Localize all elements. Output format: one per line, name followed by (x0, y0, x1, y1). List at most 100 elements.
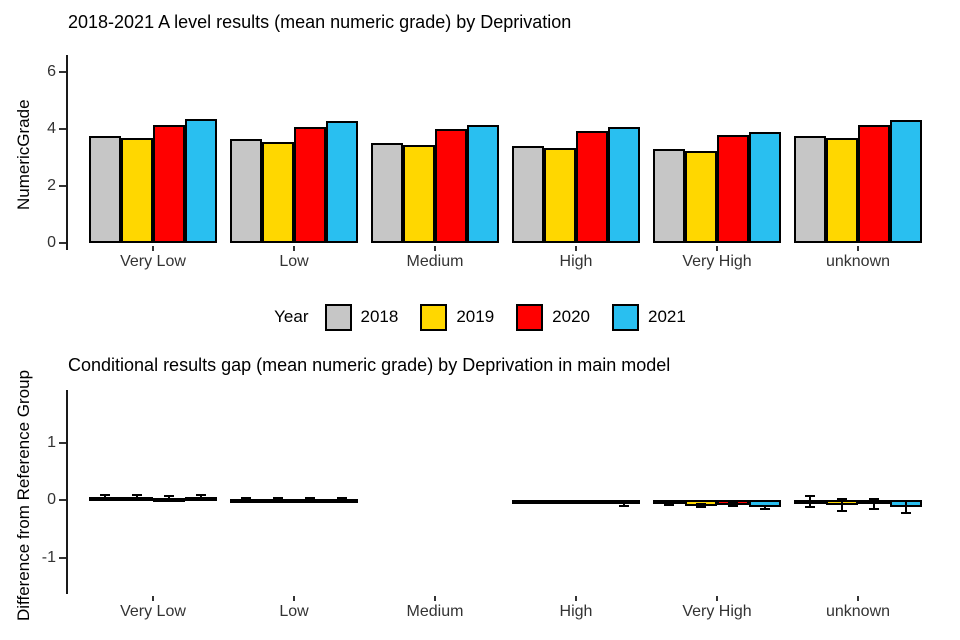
bar-2021-unknown (890, 120, 922, 243)
top-chart-title: 2018-2021 A level results (mean numeric … (68, 12, 572, 32)
bar-2019-very-low (121, 138, 153, 243)
legend-entry-2020: 2020 (516, 303, 590, 331)
bar-2018-low (230, 138, 262, 243)
error-bar (623, 502, 625, 506)
bar-2021-low (326, 121, 358, 243)
bar-2019-high (544, 148, 576, 243)
error-bar-cap (619, 501, 629, 504)
error-bar-cap (273, 499, 283, 501)
error-bar (873, 498, 875, 510)
error-bar-cap (273, 496, 283, 499)
error-bar-cap (196, 493, 206, 496)
y-axis-line (66, 390, 68, 594)
x-category-label: High (559, 603, 593, 620)
x-tick (434, 246, 436, 251)
error-bar (104, 495, 106, 499)
bar-2018-very-low (89, 136, 121, 243)
bar-2019-medium (403, 144, 435, 243)
error-bar-cap (132, 494, 142, 497)
bar-2021-very-high (749, 132, 781, 243)
error-bar-cap (305, 496, 315, 499)
error-bar (764, 505, 766, 510)
x-tick (575, 596, 577, 601)
x-category-label: Medium (406, 603, 464, 620)
error-bar-cap (337, 496, 347, 499)
top-y-axis-label: NumericGrade (14, 99, 33, 210)
error-bar-cap (305, 499, 315, 501)
legend-entry-2018: 2018 (324, 303, 398, 331)
bar-2020-high (576, 130, 608, 243)
bar-2020-very-low (153, 125, 185, 243)
legend: Year 2018 2019 2020 2021 (0, 300, 960, 334)
error-bar-cap (664, 500, 674, 503)
error-bar (905, 501, 907, 513)
error-bar-cap (619, 504, 629, 507)
bar-2019-unknown (826, 138, 858, 243)
error-bar-cap (664, 504, 674, 507)
x-category-label: Very High (682, 253, 752, 270)
error-bar-cap (164, 494, 174, 497)
error-bar (527, 500, 529, 503)
bar-2020-very-high (717, 134, 749, 243)
x-category-label: Very Low (120, 603, 186, 620)
legend-entry-label: 2020 (552, 307, 590, 326)
x-tick (293, 246, 295, 251)
y-tick (59, 128, 66, 130)
error-bar-cap (337, 499, 347, 501)
error-bar-cap (523, 499, 533, 502)
bar-2020-low (294, 127, 326, 243)
error-bar-cap (760, 508, 770, 511)
error-bar (591, 501, 593, 504)
error-bar-cap (696, 503, 706, 506)
bar-2018-medium (371, 142, 403, 243)
y-tick-label: 4 (47, 120, 56, 137)
y-tick (59, 499, 66, 501)
legend-entry-label: 2021 (648, 307, 686, 326)
y-tick-label: 0 (47, 491, 56, 508)
y-tick (59, 242, 66, 244)
error-bar (841, 499, 843, 511)
y-tick (59, 441, 66, 444)
bar-2019-very-high (685, 150, 717, 243)
x-tick (293, 596, 295, 601)
x-category-label: Low (279, 253, 309, 270)
error-bar-cap (837, 498, 847, 501)
bar-2018-very-high (653, 148, 685, 243)
legend-entry-2021: 2021 (612, 303, 686, 331)
y-tick (59, 556, 66, 559)
x-category-label: unknown (825, 603, 891, 620)
error-bar-cap (587, 502, 597, 505)
legend-entry-2019: 2019 (420, 303, 495, 331)
x-tick (857, 596, 859, 601)
bar-2020-medium (435, 129, 467, 243)
error-bar (341, 497, 343, 500)
error-bar-cap (132, 497, 142, 500)
bar-2021-high (608, 127, 640, 243)
x-category-label: Very Low (120, 253, 186, 270)
x-tick (434, 596, 436, 601)
bar-2020-unknown (858, 125, 890, 243)
legend-entry-label: 2019 (456, 307, 495, 326)
x-tick (716, 246, 718, 251)
error-bar (245, 497, 247, 500)
bar-2018-unknown (794, 136, 826, 243)
x-tick (152, 596, 154, 601)
legend-swatch-2020 (516, 303, 544, 331)
y-tick-label: 2 (47, 177, 56, 194)
x-category-label: unknown (825, 253, 891, 270)
error-bar-cap (241, 496, 251, 499)
y-tick-label: 1 (47, 433, 56, 451)
x-tick (152, 246, 154, 251)
y-tick (59, 185, 66, 187)
x-category-label: Low (279, 603, 309, 620)
x-tick (575, 246, 577, 251)
error-bar-cap (805, 494, 815, 497)
x-category-label: Medium (406, 253, 464, 270)
y-axis-line (66, 55, 68, 250)
error-bar-cap (100, 497, 110, 500)
bottom-chart-title: Conditional results gap (mean numeric gr… (68, 355, 671, 375)
error-bar-cap (901, 511, 911, 514)
x-category-label: Very High (682, 603, 752, 620)
y-tick (59, 71, 66, 73)
